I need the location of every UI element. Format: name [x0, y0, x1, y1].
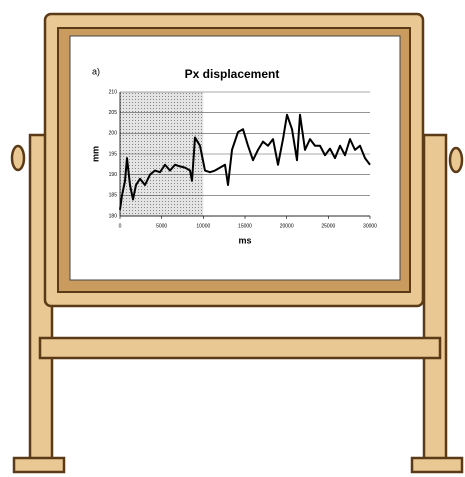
y-tick-label: 200 [109, 131, 118, 137]
x-tick-label: 25000 [321, 223, 335, 229]
data-line [119, 113, 371, 210]
chart-title: Px displacement [185, 67, 280, 81]
x-tick-label: 20000 [280, 223, 294, 229]
panel-label: a) [92, 66, 100, 76]
x-tick-label: 0 [119, 223, 122, 229]
easel [10, 12, 464, 474]
y-tick-label: 210 [109, 89, 118, 95]
x-axis-label: ms [238, 235, 251, 245]
y-tick-label: 205 [109, 110, 118, 116]
x-tick-label: 15000 [238, 223, 252, 229]
x-tick-label: 5000 [156, 223, 167, 229]
y-tick-label: 190 [109, 172, 118, 178]
y-tick-label: 195 [109, 151, 118, 157]
y-tick-label: 180 [109, 213, 118, 219]
y-tick-label: 185 [109, 193, 118, 199]
y-axis-label: mm [90, 146, 100, 162]
x-tick-label: 30000 [363, 223, 377, 229]
x-tick-label: 10000 [196, 223, 210, 229]
